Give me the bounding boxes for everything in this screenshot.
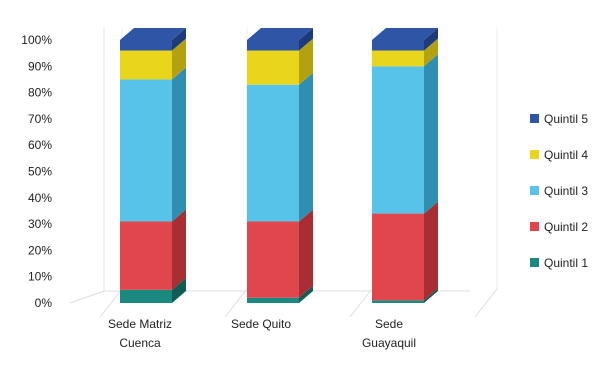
bar-segment-side [424, 288, 438, 303]
category-label: Sede Matriz Cuenca [108, 317, 172, 350]
legend-label: Quintil 5 [544, 112, 588, 126]
bar-segment [120, 209, 186, 290]
bar-segment [120, 277, 186, 303]
bar-segment [120, 38, 186, 80]
floor-divider [349, 288, 373, 318]
x-axis-categories: Sede Matriz Cuenca Sede Quito Sede Guayaquil [108, 317, 416, 350]
y-tick-label: 100% [21, 33, 52, 47]
bar-segment-side [172, 67, 186, 222]
bar-segment-side [299, 28, 313, 51]
bar-segment-side [299, 209, 313, 298]
bar-segment-front [247, 40, 299, 51]
bar-segment-side [172, 38, 186, 80]
bar-segment-front [372, 66, 424, 214]
y-axis-ticks: 0% 10% 20% 30% 40% 50% 60% 70% 80% 90% 100% [21, 33, 52, 310]
floor-divider [474, 288, 498, 318]
y-tick-label: 30% [28, 217, 52, 231]
bar-segment-front [247, 221, 299, 298]
legend-label: Quintil 3 [544, 184, 588, 198]
category-label-line: Sede [375, 317, 403, 331]
bar-segment-front [247, 50, 299, 85]
bar-segment-front [372, 40, 424, 51]
y-tick-label: 60% [28, 138, 52, 152]
bar-segment-front [372, 300, 424, 303]
category-label-line: Sede Matriz [108, 317, 172, 331]
bar-segment-front [120, 40, 172, 51]
category-label-line: Guayaquil [362, 336, 416, 350]
legend-label: Quintil 4 [544, 148, 588, 162]
bar-segment-side [424, 38, 438, 67]
y-tick-label: 40% [28, 191, 52, 205]
bar-segment-side [424, 28, 438, 51]
y-tick-label: 10% [28, 270, 52, 284]
bar-segment [372, 28, 438, 51]
bar-segment-side [424, 201, 438, 301]
bar-segment-side [424, 54, 438, 214]
legend-label: Quintil 2 [544, 220, 588, 234]
bar-segment-side [172, 277, 186, 303]
bar-segment [247, 285, 313, 303]
category-label: Sede Quito [231, 317, 291, 331]
legend-swatch [530, 186, 539, 195]
legend-swatch [530, 150, 539, 159]
category-label-line: Cuenca [119, 336, 161, 350]
legend-swatch [530, 222, 539, 231]
bar-segment-side [172, 209, 186, 290]
bar-segment [247, 72, 313, 222]
bar-segment [372, 288, 438, 303]
bar-segment-front [120, 221, 172, 290]
bar-top [247, 28, 313, 40]
bar-top [372, 28, 438, 40]
bar-segment-front [120, 79, 172, 222]
y-tick-label: 70% [28, 112, 52, 126]
legend-swatch [530, 258, 539, 267]
floor-divider [99, 288, 123, 318]
category-label: Sede Guayaquil [362, 317, 416, 350]
bar-segment-side [299, 72, 313, 222]
bar-segment [247, 38, 313, 85]
floor-divider [224, 288, 248, 318]
bar-segment [372, 38, 438, 67]
category-label-line: Sede Quito [231, 317, 291, 331]
legend-swatch [530, 114, 539, 123]
legend-label: Quintil 1 [544, 256, 588, 270]
y-tick-label: 90% [28, 59, 52, 73]
bar-segment [372, 201, 438, 301]
bar-segment-front [247, 84, 299, 222]
bar-segment-front [120, 289, 172, 303]
bars-group [120, 28, 438, 303]
bar-segment [120, 67, 186, 222]
bar-segment-side [172, 28, 186, 51]
bar-segment-front [247, 297, 299, 303]
bar-segment-side [299, 285, 313, 303]
y-tick-label: 50% [28, 165, 52, 179]
bar-segment-side [299, 38, 313, 85]
bar-segment [372, 54, 438, 214]
bar-segment [247, 28, 313, 51]
bar-segment-front [372, 213, 424, 301]
bar-segment [247, 209, 313, 298]
y-tick-label: 20% [28, 243, 52, 257]
legend: Quintil 5 Quintil 4 Quintil 3 Quintil 2 Quin… [530, 112, 588, 270]
y-tick-label: 0% [35, 296, 53, 310]
bar-top [120, 28, 186, 40]
y-tick-label: 80% [28, 86, 52, 100]
bar-segment [120, 28, 186, 51]
bar-segment-front [120, 50, 172, 80]
bar-segment-front [372, 50, 424, 67]
